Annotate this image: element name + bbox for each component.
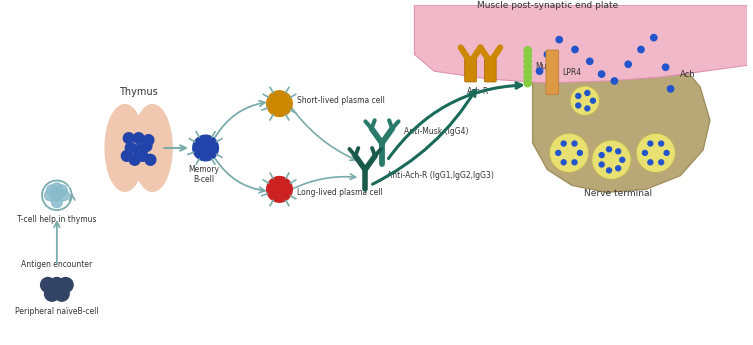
Circle shape (141, 141, 152, 151)
Circle shape (51, 197, 62, 208)
Text: Peripheral naïveB-cell: Peripheral naïveB-cell (15, 307, 99, 316)
Circle shape (121, 150, 133, 161)
Circle shape (625, 61, 631, 67)
Circle shape (664, 150, 669, 155)
Circle shape (524, 47, 532, 54)
Circle shape (642, 150, 648, 155)
Circle shape (599, 71, 605, 77)
Circle shape (47, 185, 57, 196)
Text: Memory
B-cell: Memory B-cell (188, 165, 219, 184)
Circle shape (41, 277, 56, 292)
Text: Nerve terminal: Nerve terminal (584, 189, 652, 198)
Circle shape (576, 93, 581, 98)
Circle shape (125, 142, 136, 154)
Circle shape (616, 166, 620, 171)
Polygon shape (414, 5, 748, 83)
Circle shape (663, 64, 669, 70)
Circle shape (659, 160, 663, 165)
Circle shape (556, 150, 561, 155)
Circle shape (51, 183, 62, 194)
Circle shape (58, 277, 73, 292)
Circle shape (58, 190, 69, 201)
Circle shape (524, 74, 532, 81)
Circle shape (54, 286, 69, 301)
Circle shape (659, 141, 663, 146)
Circle shape (607, 168, 611, 173)
Circle shape (130, 155, 140, 165)
Circle shape (572, 141, 577, 146)
Circle shape (44, 190, 56, 201)
Polygon shape (532, 35, 710, 192)
Circle shape (143, 135, 154, 146)
FancyBboxPatch shape (484, 58, 496, 82)
Ellipse shape (105, 105, 145, 191)
Circle shape (550, 133, 589, 172)
Circle shape (607, 147, 611, 152)
Circle shape (599, 162, 604, 167)
Circle shape (561, 141, 566, 146)
Circle shape (570, 86, 599, 116)
Circle shape (556, 37, 562, 43)
Circle shape (651, 34, 657, 41)
Circle shape (572, 46, 578, 53)
Circle shape (524, 58, 532, 65)
Circle shape (56, 185, 67, 196)
Text: Musk: Musk (535, 62, 556, 71)
Circle shape (592, 140, 631, 179)
Circle shape (536, 68, 543, 74)
Circle shape (572, 160, 577, 165)
Circle shape (51, 190, 62, 201)
Text: LPR4: LPR4 (562, 68, 581, 77)
Text: Anti-Musk (IgG4): Anti-Musk (IgG4) (404, 127, 468, 136)
Circle shape (667, 86, 674, 92)
Circle shape (123, 133, 134, 144)
Circle shape (561, 160, 566, 165)
Circle shape (616, 149, 620, 154)
Circle shape (524, 63, 532, 70)
Circle shape (636, 133, 675, 172)
Circle shape (267, 91, 292, 117)
Circle shape (524, 52, 532, 60)
Circle shape (524, 68, 532, 76)
Circle shape (267, 177, 292, 202)
Circle shape (638, 46, 644, 53)
Circle shape (599, 152, 604, 158)
Circle shape (611, 78, 617, 84)
Text: Anti-Ach-R (IgG1,IgG2,IgG3): Anti-Ach-R (IgG1,IgG2,IgG3) (387, 171, 494, 180)
Circle shape (50, 277, 64, 292)
Circle shape (44, 286, 59, 301)
Text: Thymus: Thymus (119, 87, 158, 97)
Circle shape (587, 58, 593, 65)
Circle shape (620, 157, 625, 162)
Circle shape (648, 160, 653, 165)
Circle shape (133, 145, 144, 155)
FancyBboxPatch shape (546, 50, 559, 94)
Circle shape (578, 150, 582, 155)
Text: Antigen encounter: Antigen encounter (21, 260, 93, 269)
Ellipse shape (133, 105, 172, 191)
Circle shape (193, 135, 218, 161)
FancyBboxPatch shape (465, 58, 477, 82)
Text: Ach: Ach (681, 70, 696, 79)
Circle shape (137, 150, 148, 161)
Text: Short-lived plasma cell: Short-lived plasma cell (297, 96, 385, 105)
Text: Long-lived plasma cell: Long-lived plasma cell (297, 188, 383, 197)
Circle shape (576, 103, 581, 108)
Text: Muscle post-synaptic end plate: Muscle post-synaptic end plate (477, 1, 618, 10)
Circle shape (585, 106, 590, 111)
Circle shape (648, 141, 653, 146)
Text: T-cell help in thymus: T-cell help in thymus (17, 215, 96, 224)
Circle shape (524, 79, 532, 87)
Circle shape (585, 90, 590, 96)
Circle shape (145, 155, 156, 165)
Circle shape (590, 98, 596, 103)
Circle shape (544, 51, 550, 58)
Text: Ach-R: Ach-R (468, 87, 489, 96)
Circle shape (133, 133, 144, 144)
